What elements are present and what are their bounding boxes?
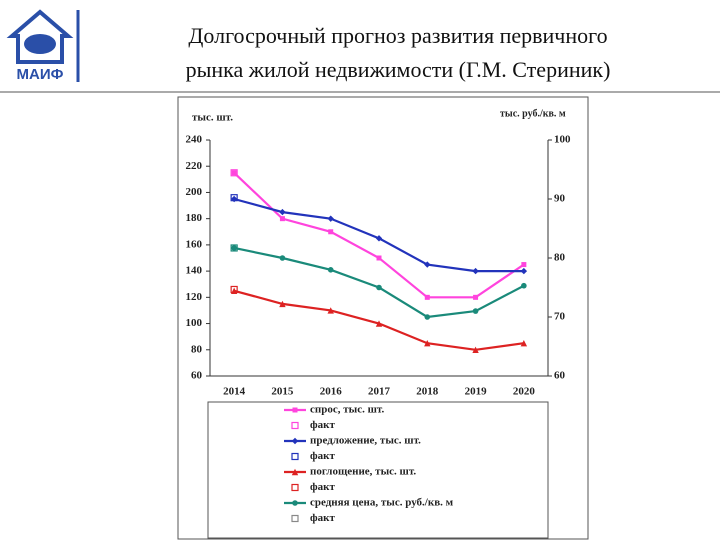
y-tick-label: 200 — [186, 186, 203, 198]
marker — [279, 216, 285, 222]
x-tick-label: 2017 — [368, 386, 391, 398]
y2-tick-label: 60 — [554, 370, 566, 382]
y-tick-label: 160 — [186, 238, 203, 250]
y-tick-label: 240 — [186, 134, 203, 146]
marker — [230, 169, 238, 177]
marker — [472, 308, 479, 314]
legend-marker — [292, 500, 298, 506]
y-tick-label: 120 — [186, 291, 203, 303]
marker — [328, 229, 334, 235]
y-tick-label: 60 — [191, 370, 203, 382]
y-tick-label: 140 — [186, 265, 203, 277]
marker — [472, 346, 479, 353]
marker — [230, 244, 238, 252]
marker — [424, 314, 431, 320]
marker — [279, 208, 286, 216]
legend-label: средняя цена, тыс. руб./кв. м — [310, 497, 454, 509]
legend-label: факт — [310, 450, 335, 462]
x-tick-label: 2015 — [271, 386, 294, 398]
y-tick-label: 100 — [186, 317, 203, 329]
marker — [521, 282, 527, 289]
legend-marker — [291, 437, 299, 445]
marker — [520, 340, 528, 347]
marker — [231, 245, 237, 251]
legend-marker — [291, 421, 299, 430]
legend-label: факт — [310, 512, 335, 524]
marker — [375, 320, 383, 327]
marker — [472, 267, 479, 275]
y2-tick-label: 70 — [554, 311, 566, 323]
marker — [279, 300, 286, 308]
legend-label: факт — [310, 481, 335, 493]
x-tick-label: 2019 — [465, 386, 488, 398]
y-tick-label: 80 — [191, 343, 203, 355]
title-line: Долгосрочный прогноз развития первичного — [188, 23, 607, 48]
marker — [424, 294, 430, 300]
legend-marker — [291, 514, 299, 523]
legend-frame — [207, 401, 549, 539]
marker — [376, 255, 382, 261]
marker — [230, 194, 238, 202]
marker — [231, 170, 237, 176]
legend-marker — [291, 483, 299, 492]
marker — [521, 262, 527, 268]
marker — [230, 195, 238, 203]
y2-tick-label: 100 — [554, 134, 571, 146]
y2-tick-label: 80 — [554, 252, 566, 264]
y2-axis-label: тыс. руб./кв. м — [500, 108, 566, 119]
x-tick-label: 2018 — [416, 386, 439, 398]
marker — [230, 285, 238, 294]
y-axis-label: тыс. шт. — [192, 112, 233, 124]
marker — [424, 340, 431, 347]
x-tick-label: 2020 — [513, 386, 536, 398]
legend-marker — [291, 468, 299, 476]
marker — [473, 294, 479, 300]
y2-tick-label: 90 — [554, 193, 566, 205]
marker — [279, 255, 286, 261]
legend-label: поглощение, тыс. шт. — [310, 466, 416, 478]
marker — [327, 267, 334, 273]
legend-label: спрос, тыс. шт. — [310, 404, 384, 416]
marker — [375, 235, 383, 242]
x-tick-label: 2014 — [223, 386, 246, 398]
marker — [520, 267, 528, 275]
logo-map — [24, 34, 56, 54]
logo-text: МАИФ — [17, 66, 64, 83]
marker — [376, 284, 382, 291]
logo-house — [6, 9, 74, 64]
legend-label: факт — [310, 419, 335, 431]
legend-marker — [292, 407, 298, 413]
y-tick-label: 220 — [186, 160, 203, 172]
x-tick-label: 2016 — [320, 386, 343, 398]
title-line: рынка жилой недвижимости (Г.М. Стериник) — [186, 57, 611, 82]
marker — [327, 307, 334, 314]
marker — [424, 261, 431, 268]
legend-label: предложение, тыс. шт. — [310, 435, 421, 447]
legend-marker — [291, 452, 299, 461]
logo: МАИФ — [6, 9, 80, 83]
marker — [327, 215, 334, 222]
y-tick-label: 180 — [186, 212, 203, 224]
